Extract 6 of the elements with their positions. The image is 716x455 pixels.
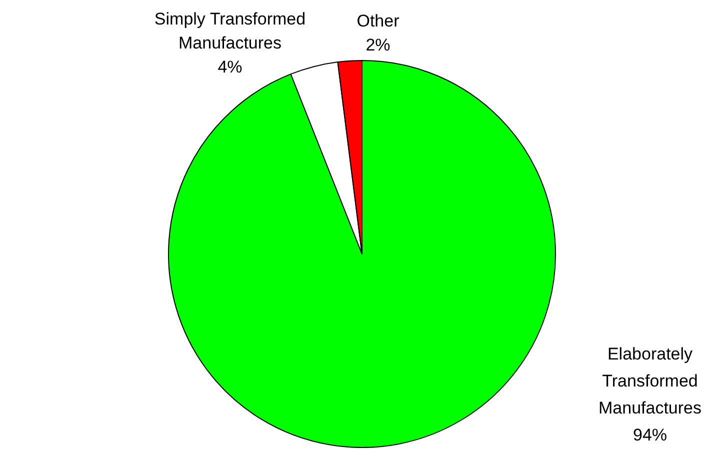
data-label: 94% (632, 426, 668, 445)
data-label: 2% (366, 36, 390, 55)
slice-label: Simply Transformed Manufactures (154, 10, 306, 53)
slice-label: Elaborately Transformed Manufactures (598, 344, 702, 418)
slice-label: Other (356, 12, 400, 31)
data-label: 4% (218, 58, 242, 77)
